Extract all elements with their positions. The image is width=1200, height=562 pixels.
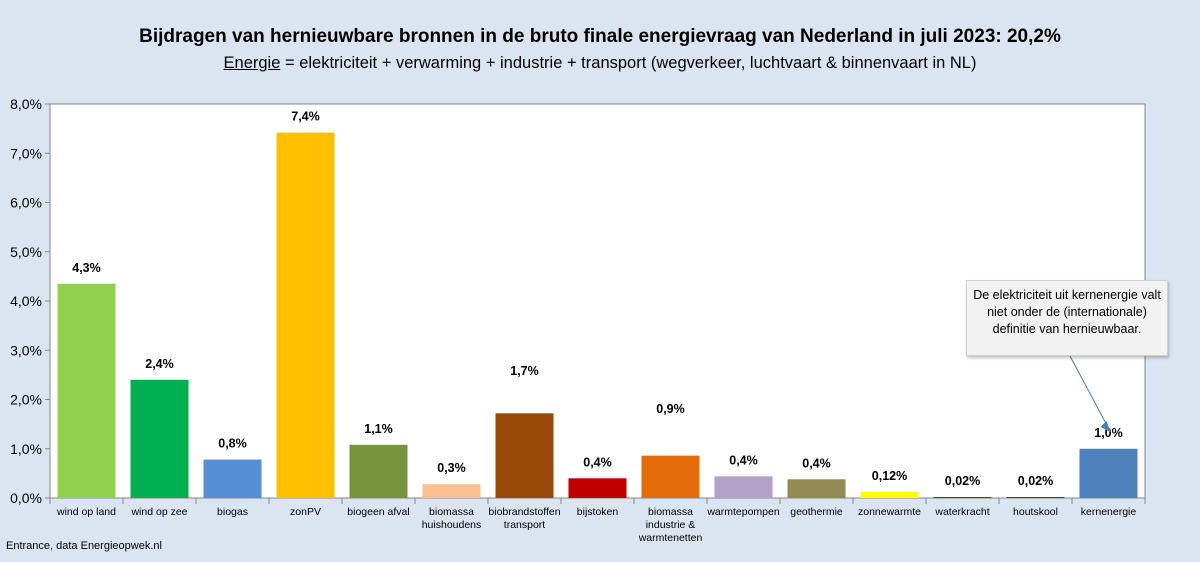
category-label-14-0: kernenergie xyxy=(1081,506,1137,518)
callout-note: De elektriciteit uit kernenergie valt ni… xyxy=(966,280,1168,356)
bar-7 xyxy=(568,478,627,498)
data-label-0: 4,3% xyxy=(72,261,101,275)
category-label-1-0: wind op zee xyxy=(130,506,187,518)
data-label-12: 0,02% xyxy=(945,474,980,488)
category-label-4-0: biogeen afval xyxy=(347,506,409,518)
bar-2 xyxy=(203,459,262,498)
data-label-13: 0,02% xyxy=(1018,474,1053,488)
data-label-1: 2,4% xyxy=(145,357,174,371)
category-label-7-0: bijstoken xyxy=(577,506,619,518)
category-label-9-0: warmtepompen xyxy=(706,506,780,518)
data-label-14: 1,0% xyxy=(1094,426,1123,440)
data-label-8: 0,9% xyxy=(656,402,685,416)
y-tick-label: 8,0% xyxy=(10,96,42,112)
bar-8 xyxy=(641,455,700,498)
bar-13 xyxy=(1006,497,1065,498)
bar-0 xyxy=(57,283,116,498)
y-tick-label: 1,0% xyxy=(10,441,42,457)
y-tick-label: 5,0% xyxy=(10,244,42,260)
data-label-10: 0,4% xyxy=(802,456,831,470)
data-label-11: 0,12% xyxy=(872,469,907,483)
bar-9 xyxy=(714,476,773,498)
source-note: Entrance, data Energieopwek.nl xyxy=(6,540,162,552)
data-label-7: 0,4% xyxy=(583,455,612,469)
category-label-8-2: warmtenetten xyxy=(638,532,703,544)
category-label-11-0: zonnewarmte xyxy=(858,506,921,518)
bar-10 xyxy=(787,479,846,498)
category-label-6-0: biobrandstoffen xyxy=(488,506,560,518)
category-label-13-0: houtskool xyxy=(1013,506,1058,518)
y-tick-label: 6,0% xyxy=(10,195,42,211)
data-label-3: 7,4% xyxy=(291,110,320,124)
data-label-4: 1,1% xyxy=(364,422,393,436)
category-label-5-0: biomassa xyxy=(429,506,474,518)
y-tick-label: 4,0% xyxy=(10,293,42,309)
subtitle-rest: = elektriciteit + verwarming + industrie… xyxy=(280,54,977,72)
bar-14 xyxy=(1079,448,1138,498)
y-tick-label: 3,0% xyxy=(10,342,42,358)
bar-11 xyxy=(860,492,919,498)
subtitle-underlined-word: Energie xyxy=(223,54,281,72)
callout-arrowhead xyxy=(1100,421,1111,432)
data-label-2: 0,8% xyxy=(218,437,247,451)
category-label-3-0: zonPV xyxy=(290,506,321,518)
plot-area xyxy=(49,103,1146,499)
chart-title: Bijdragen van hernieuwbare bronnen in de… xyxy=(139,26,1061,47)
bar-5 xyxy=(422,484,481,498)
bar-3 xyxy=(276,132,335,498)
category-label-8-0: biomassa xyxy=(648,506,693,518)
category-label-5-1: huishoudens xyxy=(422,519,482,531)
bar-4 xyxy=(349,444,408,498)
category-label-0-0: wind op land xyxy=(56,506,116,518)
category-label-10-0: geothermie xyxy=(790,506,843,518)
y-tick-label: 2,0% xyxy=(10,392,42,408)
category-label-2-0: biogas xyxy=(217,506,248,518)
y-tick-label: 0,0% xyxy=(10,490,42,506)
data-label-6: 1,7% xyxy=(510,364,539,378)
data-label-9: 0,4% xyxy=(729,453,758,467)
chart-subtitle: Energie = elektriciteit + verwarming + i… xyxy=(0,54,1200,73)
category-label-6-1: transport xyxy=(504,519,546,531)
callout-arrow xyxy=(1069,355,1111,433)
bar-6 xyxy=(495,413,554,498)
bar-12 xyxy=(933,497,992,498)
y-tick-label: 7,0% xyxy=(10,145,42,161)
bar-1 xyxy=(130,379,189,498)
data-label-5: 0,3% xyxy=(437,461,466,475)
category-label-12-0: waterkracht xyxy=(934,506,989,518)
category-label-8-1: industrie & xyxy=(646,519,696,531)
